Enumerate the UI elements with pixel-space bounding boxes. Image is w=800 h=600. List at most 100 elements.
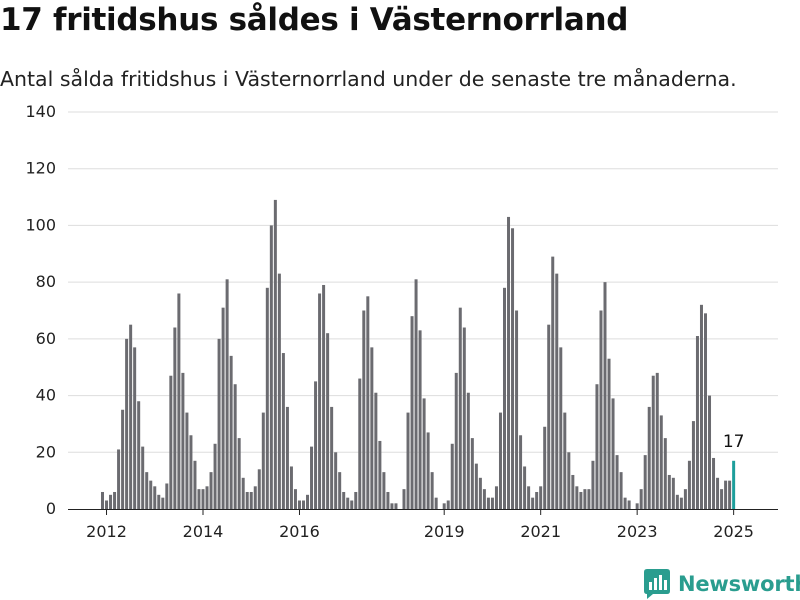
bar [141, 446, 145, 509]
bar [153, 486, 157, 509]
bar [169, 375, 173, 509]
bar [458, 307, 462, 509]
bar [285, 406, 289, 509]
y-tick-label: 120 [25, 159, 56, 178]
bar [687, 460, 691, 509]
bar [314, 381, 318, 509]
bar [474, 463, 478, 509]
bar [591, 460, 595, 509]
bar [362, 310, 366, 509]
bar [145, 472, 149, 509]
bar [277, 273, 281, 509]
bar [249, 491, 253, 509]
bar [297, 500, 301, 509]
bar [157, 494, 161, 509]
bar [354, 491, 358, 509]
bar [245, 491, 249, 509]
bar [382, 472, 386, 509]
bar [113, 491, 117, 509]
bar [639, 489, 643, 509]
x-tick-label: 2025 [713, 522, 754, 541]
bar [663, 438, 667, 509]
bar [450, 443, 454, 509]
bar [350, 500, 354, 509]
bar [201, 489, 205, 509]
y-tick-label: 40 [36, 386, 56, 405]
bar [507, 216, 511, 509]
bar [704, 313, 707, 509]
y-tick-label: 100 [25, 215, 56, 234]
bar [161, 497, 165, 509]
bar [531, 497, 535, 509]
bar [257, 469, 261, 509]
bar [643, 455, 647, 509]
bar [217, 338, 221, 509]
bar [374, 392, 378, 509]
y-tick-label: 0 [46, 499, 56, 518]
bar [209, 472, 213, 509]
bar [691, 421, 695, 509]
bar [498, 412, 502, 509]
bar [225, 279, 229, 509]
bar [269, 225, 273, 509]
bar [330, 406, 334, 509]
chart-subtitle: Antal sålda fritidshus i Västernorrland … [0, 67, 737, 91]
bar [273, 199, 277, 509]
bar [289, 466, 293, 509]
bar [205, 486, 209, 509]
bar [503, 287, 506, 509]
bar [181, 372, 185, 509]
bar [583, 489, 587, 509]
bar [229, 355, 233, 509]
bar [241, 477, 245, 509]
bar [679, 497, 683, 509]
bar [117, 449, 121, 509]
bar [358, 378, 362, 509]
bar [318, 293, 322, 509]
bar [675, 494, 679, 509]
bar [334, 452, 338, 509]
bar [342, 491, 346, 509]
bar [470, 438, 474, 509]
bar [539, 486, 543, 509]
bar [133, 347, 137, 509]
bar [647, 406, 651, 509]
bar [551, 256, 555, 509]
bar-highlight [732, 460, 736, 509]
bar [619, 472, 623, 509]
bar [149, 480, 153, 509]
x-tick-label: 2023 [617, 522, 658, 541]
bar [402, 489, 406, 509]
bar [571, 474, 575, 509]
bar [462, 327, 466, 509]
bar [535, 491, 539, 509]
x-tick-label: 2021 [520, 522, 561, 541]
bar [237, 438, 241, 509]
bar [559, 347, 563, 509]
bar [394, 503, 398, 509]
bar [454, 372, 458, 509]
bar [370, 347, 374, 509]
bar [177, 293, 181, 509]
bar [366, 296, 370, 509]
x-tick-label: 2016 [279, 522, 320, 541]
data-labels: 17 [723, 432, 745, 452]
bar [386, 491, 390, 509]
bar [567, 452, 571, 509]
bar [105, 500, 109, 509]
data-label-latest: 17 [723, 432, 745, 452]
bars [101, 199, 736, 509]
bar [197, 489, 201, 509]
bar [603, 282, 607, 509]
bar [121, 409, 125, 509]
bar [671, 477, 675, 509]
bar [724, 480, 728, 509]
bar [422, 398, 426, 509]
bar [173, 327, 177, 509]
bar [595, 384, 599, 509]
bar [515, 310, 519, 509]
bar [129, 324, 133, 509]
bar [306, 494, 310, 509]
bar [720, 489, 724, 509]
